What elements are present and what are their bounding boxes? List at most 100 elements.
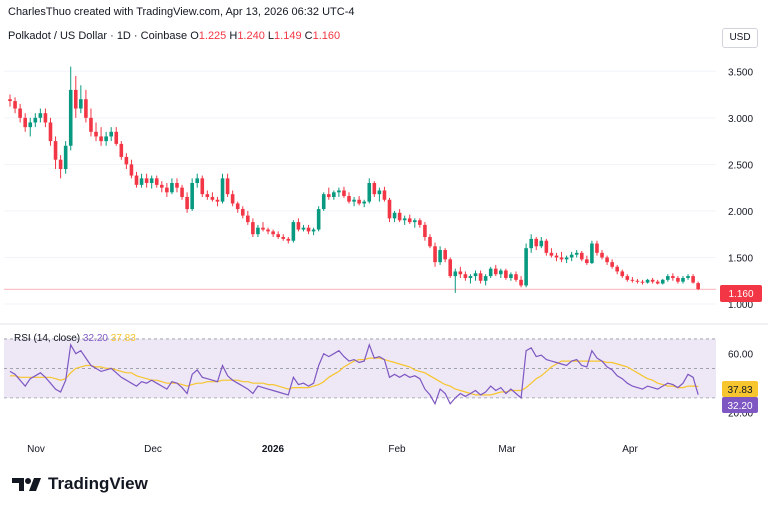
candle [185, 192, 189, 213]
candle-body [372, 183, 377, 195]
candle-body [276, 234, 280, 237]
price-tick-label: 1.000 [728, 300, 753, 311]
candle-body [499, 270, 503, 275]
candle [347, 192, 351, 204]
candle [139, 173, 144, 188]
candle-body [579, 252, 584, 260]
rsi-pane: 60.00 20.00 [4, 338, 753, 420]
candle-body [296, 222, 301, 230]
candle-body [33, 117, 38, 123]
rsi-line [9, 342, 699, 406]
low-value: 1.149 [274, 30, 302, 42]
candle-body [246, 215, 250, 223]
candle-body [600, 252, 604, 258]
currency-button[interactable]: USD [722, 28, 758, 48]
candle [200, 175, 205, 197]
candle [559, 251, 564, 263]
candle [615, 264, 619, 275]
candle [514, 271, 518, 282]
candle [433, 242, 437, 267]
candle-body [321, 194, 326, 210]
candle-body [686, 276, 690, 278]
time-axis: Nov Dec 2026 Feb Mar Apr [27, 444, 638, 455]
candle-body [180, 187, 184, 197]
brand-name: TradingView [48, 474, 148, 493]
candle [306, 224, 311, 235]
candle [154, 175, 159, 188]
candle [397, 209, 402, 223]
candle [357, 196, 361, 206]
candle-body [625, 276, 630, 280]
candle [13, 97, 17, 114]
candle-body [210, 196, 215, 200]
candle-body [205, 194, 210, 197]
candle [564, 255, 569, 264]
candle [696, 281, 700, 291]
candle-body [316, 209, 321, 230]
candle-body [175, 183, 179, 188]
candle-body [306, 227, 311, 232]
candle [428, 234, 432, 249]
candle-body [190, 183, 194, 210]
candle-body [559, 257, 564, 260]
candle [499, 268, 503, 278]
candle [79, 85, 83, 114]
candle-body [99, 136, 103, 142]
tradingview-logo[interactable]: TradingView [12, 474, 148, 494]
low-label: L [267, 30, 275, 42]
candle-body [256, 227, 260, 235]
candle-body [48, 122, 53, 142]
candle [574, 250, 579, 258]
rsi-tick-label: 20.00 [728, 409, 753, 420]
candle-body [347, 196, 351, 202]
candle [676, 276, 680, 284]
candle-body [109, 131, 113, 137]
candle-body [185, 196, 189, 210]
candle-body [63, 145, 68, 170]
candle [620, 269, 625, 278]
candle [342, 186, 346, 198]
candle-body [574, 252, 579, 255]
candle [387, 197, 392, 223]
candle [266, 227, 270, 235]
candle-body [352, 199, 356, 202]
candle [175, 178, 179, 193]
rsi-title[interactable]: RSI (14, close) [14, 333, 81, 344]
candle-body [251, 222, 255, 235]
candle-body [509, 274, 513, 278]
candle [352, 196, 356, 207]
candle-body [676, 277, 680, 282]
candle [271, 229, 275, 237]
candle-body [519, 279, 523, 286]
candle [230, 190, 235, 207]
candle-body [28, 122, 33, 128]
candle [362, 199, 366, 208]
candle [109, 127, 113, 142]
price-tick-label: 3.500 [728, 67, 753, 78]
candle-body [129, 164, 134, 176]
candle-body [483, 276, 488, 281]
candle-body [645, 279, 650, 283]
candle-body [478, 273, 483, 281]
candle-body [261, 227, 265, 230]
candle-body [387, 199, 392, 219]
tradingview-logo-icon [12, 478, 41, 491]
candle [635, 278, 640, 284]
candle-body [640, 281, 645, 283]
candle-body [311, 229, 316, 232]
symbol-title[interactable]: Polkadot / US Dollar · 1D · Coinbase [8, 30, 188, 42]
candle-body [134, 175, 139, 185]
candle [645, 278, 650, 284]
candle [595, 240, 599, 256]
candle [124, 153, 129, 170]
candle [240, 206, 245, 219]
candle-body [18, 108, 22, 118]
candle-body [301, 227, 306, 230]
close-value: 1.160 [312, 30, 341, 42]
candle-body [230, 194, 235, 204]
candle [650, 277, 655, 284]
candle [458, 266, 463, 278]
candle-body [357, 199, 361, 204]
candle [488, 266, 493, 278]
